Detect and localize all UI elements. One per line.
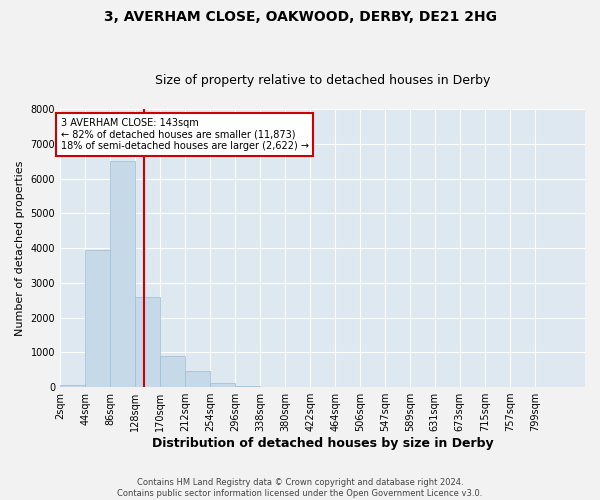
Y-axis label: Number of detached properties: Number of detached properties [15,160,25,336]
Text: 3 AVERHAM CLOSE: 143sqm
← 82% of detached houses are smaller (11,873)
18% of sem: 3 AVERHAM CLOSE: 143sqm ← 82% of detache… [61,118,308,151]
Bar [235,386,260,387]
Text: 3, AVERHAM CLOSE, OAKWOOD, DERBY, DE21 2HG: 3, AVERHAM CLOSE, OAKWOOD, DERBY, DE21 2… [104,10,497,24]
X-axis label: Distribution of detached houses by size in Derby: Distribution of detached houses by size … [152,437,493,450]
Bar [185,372,210,387]
Bar [160,356,185,387]
Bar [60,386,85,387]
Bar [110,161,135,387]
Title: Size of property relative to detached houses in Derby: Size of property relative to detached ho… [155,74,490,87]
Text: Contains HM Land Registry data © Crown copyright and database right 2024.
Contai: Contains HM Land Registry data © Crown c… [118,478,482,498]
Bar [85,250,110,387]
Bar [136,296,160,387]
Bar [211,382,235,387]
